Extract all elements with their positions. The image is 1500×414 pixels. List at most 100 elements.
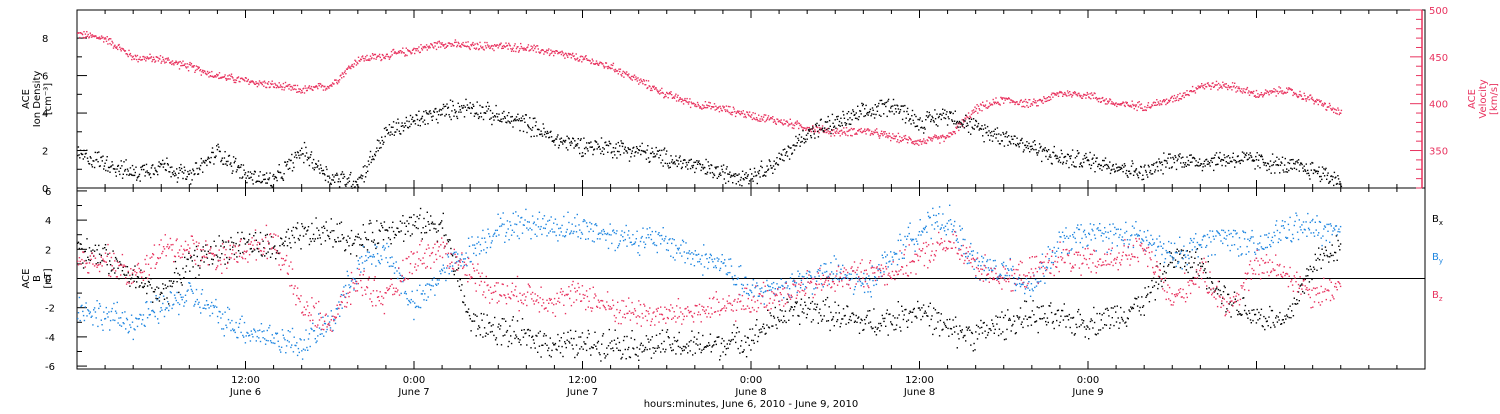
y-tick-label: -2 — [45, 304, 55, 315]
density-series-point — [233, 156, 234, 157]
density-series-point — [1292, 168, 1293, 169]
density-series-point — [557, 134, 558, 135]
velocity-series-point — [1045, 98, 1046, 99]
b-series-bx-point — [516, 336, 517, 337]
velocity-series-point — [987, 108, 988, 109]
density-series-point — [326, 169, 327, 170]
velocity-series-point — [194, 65, 195, 66]
velocity-series-point — [300, 92, 301, 93]
velocity-series-point — [781, 119, 782, 120]
velocity-series-point — [1277, 91, 1278, 92]
density-series-point — [1198, 165, 1199, 166]
velocity-series-point — [943, 141, 944, 142]
density-series-point — [578, 147, 579, 148]
velocity-series-point — [427, 46, 428, 47]
velocity-series-point — [1077, 95, 1078, 96]
density-series-point — [924, 128, 925, 129]
b-series-bx-point — [764, 328, 765, 329]
b-series-bx-point — [169, 280, 170, 281]
velocity-series-point — [101, 35, 102, 36]
velocity-series-point — [1102, 97, 1103, 98]
velocity-series-point — [152, 59, 153, 60]
density-series-point — [721, 166, 722, 167]
density-series-point — [140, 180, 141, 181]
velocity-series-point — [1215, 85, 1216, 86]
b-series-bx-point — [716, 344, 717, 345]
velocity-series-point — [665, 94, 666, 95]
velocity-series-point — [279, 82, 280, 83]
density-series-point — [1229, 157, 1230, 158]
density-series-point — [967, 123, 968, 124]
density-series-point — [613, 147, 614, 148]
velocity-series-point — [1101, 101, 1102, 102]
b-series-bx-point — [334, 239, 335, 240]
density-series-point — [101, 156, 102, 157]
velocity-series-point — [682, 99, 683, 100]
velocity-series-point — [1177, 96, 1178, 97]
velocity-series-point — [894, 135, 895, 136]
velocity-series-point — [353, 66, 354, 67]
b-series-bx-point — [547, 350, 548, 351]
density-series-point — [169, 171, 170, 172]
b-series-bx-point — [616, 348, 617, 349]
velocity-series-point — [1287, 89, 1288, 90]
density-series-point — [478, 118, 479, 119]
density-series-point — [722, 169, 723, 170]
velocity-series-point — [163, 59, 164, 60]
legend-subscript: x — [1439, 219, 1443, 227]
density-series-point — [1290, 159, 1291, 160]
velocity-series-point — [826, 132, 827, 133]
density-series-point — [384, 128, 385, 129]
velocity-series-point — [1023, 106, 1024, 107]
velocity-series-point — [512, 49, 513, 50]
density-series-point — [853, 111, 854, 112]
velocity-series-point — [564, 54, 565, 55]
density-series-point — [811, 137, 812, 138]
density-series-point — [1322, 166, 1323, 167]
b-series-bx-point — [321, 227, 322, 228]
velocity-series-point — [333, 83, 334, 84]
x-tick-time: 0:00 — [403, 375, 425, 386]
b-series-bx-point — [674, 337, 675, 338]
density-series-point — [243, 170, 244, 171]
density-series-point — [1298, 159, 1299, 160]
velocity-series-point — [1026, 101, 1027, 102]
density-series-point — [287, 161, 288, 162]
x-tick-time: 0:00 — [1077, 375, 1099, 386]
b-series-bx-point — [601, 344, 602, 345]
velocity-series-point — [390, 56, 391, 57]
velocity-series-point — [352, 64, 353, 65]
velocity-series-point — [899, 136, 900, 137]
density-series-point — [1238, 155, 1239, 156]
density-series-point — [306, 152, 307, 153]
velocity-series-point — [903, 136, 904, 137]
velocity-series-point — [516, 48, 517, 49]
b-series-bx-point — [417, 216, 418, 217]
b-series-bx-point — [886, 313, 887, 314]
velocity-series-point — [1217, 84, 1218, 85]
density-series-point — [773, 165, 774, 166]
density-series-point — [729, 174, 730, 175]
b-series-bx-point — [796, 303, 797, 304]
density-series-point — [1009, 141, 1010, 142]
velocity-series-point — [720, 108, 721, 109]
velocity-series-point — [1052, 93, 1053, 94]
b-series-bx-point — [558, 346, 559, 347]
density-series-point — [1156, 161, 1157, 162]
density-series-point — [1021, 138, 1022, 139]
density-series-point — [1090, 168, 1091, 169]
velocity-series-point — [969, 116, 970, 117]
b-series-bx-point — [320, 237, 321, 238]
density-series-point — [785, 152, 786, 153]
b-series-bx-point — [570, 330, 571, 331]
velocity-series-point — [382, 55, 383, 56]
y-tick-label: -6 — [45, 362, 55, 373]
density-series-point — [430, 113, 431, 114]
density-series-point — [715, 167, 716, 168]
density-series-point — [345, 186, 346, 187]
velocity-series-point — [1158, 103, 1159, 104]
density-series-point — [455, 111, 456, 112]
density-series-point — [341, 173, 342, 174]
velocity-series-point — [391, 51, 392, 52]
